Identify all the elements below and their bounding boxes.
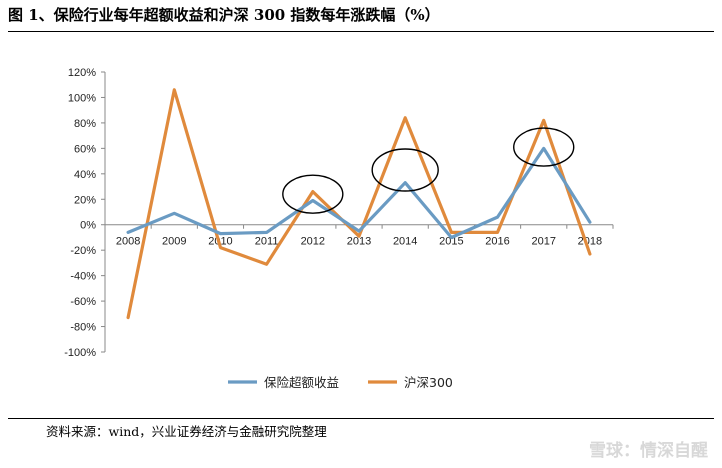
- y-tick-label: -40%: [70, 271, 96, 283]
- x-tick-label: 2008: [116, 236, 140, 248]
- annotation-layer: [282, 127, 575, 214]
- annotation-ellipse-2014: [371, 148, 439, 192]
- y-tick-label: -80%: [70, 322, 96, 334]
- annotation-ellipse-2017: [513, 127, 575, 167]
- x-tick-label: 2016: [485, 236, 509, 248]
- bottom-rule: [8, 418, 714, 419]
- source-note: 资料来源：wind，兴业证券经济与金融研究院整理: [46, 424, 327, 439]
- x-tick-label: 2018: [578, 236, 602, 248]
- x-tick-label: 2015: [439, 236, 463, 248]
- y-tick-label: 60%: [74, 143, 96, 155]
- x-tick-label: 2010: [208, 236, 232, 248]
- series-layer: [126, 88, 592, 320]
- y-tick-label: 40%: [74, 169, 96, 181]
- axes: -100% -80% -60% -40% -20% 0% 20% 40% 60% 80% 100% 1…: [64, 67, 614, 359]
- x-tick-label: 2009: [162, 236, 186, 248]
- y-tick-label: 100%: [68, 92, 96, 104]
- y-tick-label: -20%: [70, 245, 96, 257]
- x-tick-label: 2013: [347, 236, 371, 248]
- series-line-0: [126, 146, 592, 240]
- series-line-1: [126, 88, 592, 320]
- legend-label-0: 保险超额收益: [264, 375, 339, 390]
- x-tick-label: 2017: [531, 236, 555, 248]
- legend: 保险超额收益 沪深300: [228, 375, 453, 390]
- y-tick-label: 80%: [74, 118, 96, 130]
- y-tick-label: -60%: [70, 296, 96, 308]
- top-rule: [8, 31, 714, 32]
- y-tick-label: 120%: [68, 67, 96, 79]
- x-tick-label: 2014: [393, 236, 417, 248]
- x-tick-label: 2011: [255, 236, 279, 248]
- watermark: 雪球：情深自醒: [589, 441, 708, 461]
- figure-title: 图 1、保险行业每年超额收益和沪深 300 指数每年涨跌幅（%）: [8, 6, 440, 24]
- y-tick-label: -100%: [64, 347, 96, 359]
- y-tick-label: 20%: [74, 194, 96, 206]
- y-tick-label: 0%: [80, 220, 96, 232]
- x-tick-label: 2012: [301, 236, 325, 248]
- legend-label-1: 沪深300: [404, 375, 453, 390]
- annotation-ellipse-2012: [282, 174, 344, 214]
